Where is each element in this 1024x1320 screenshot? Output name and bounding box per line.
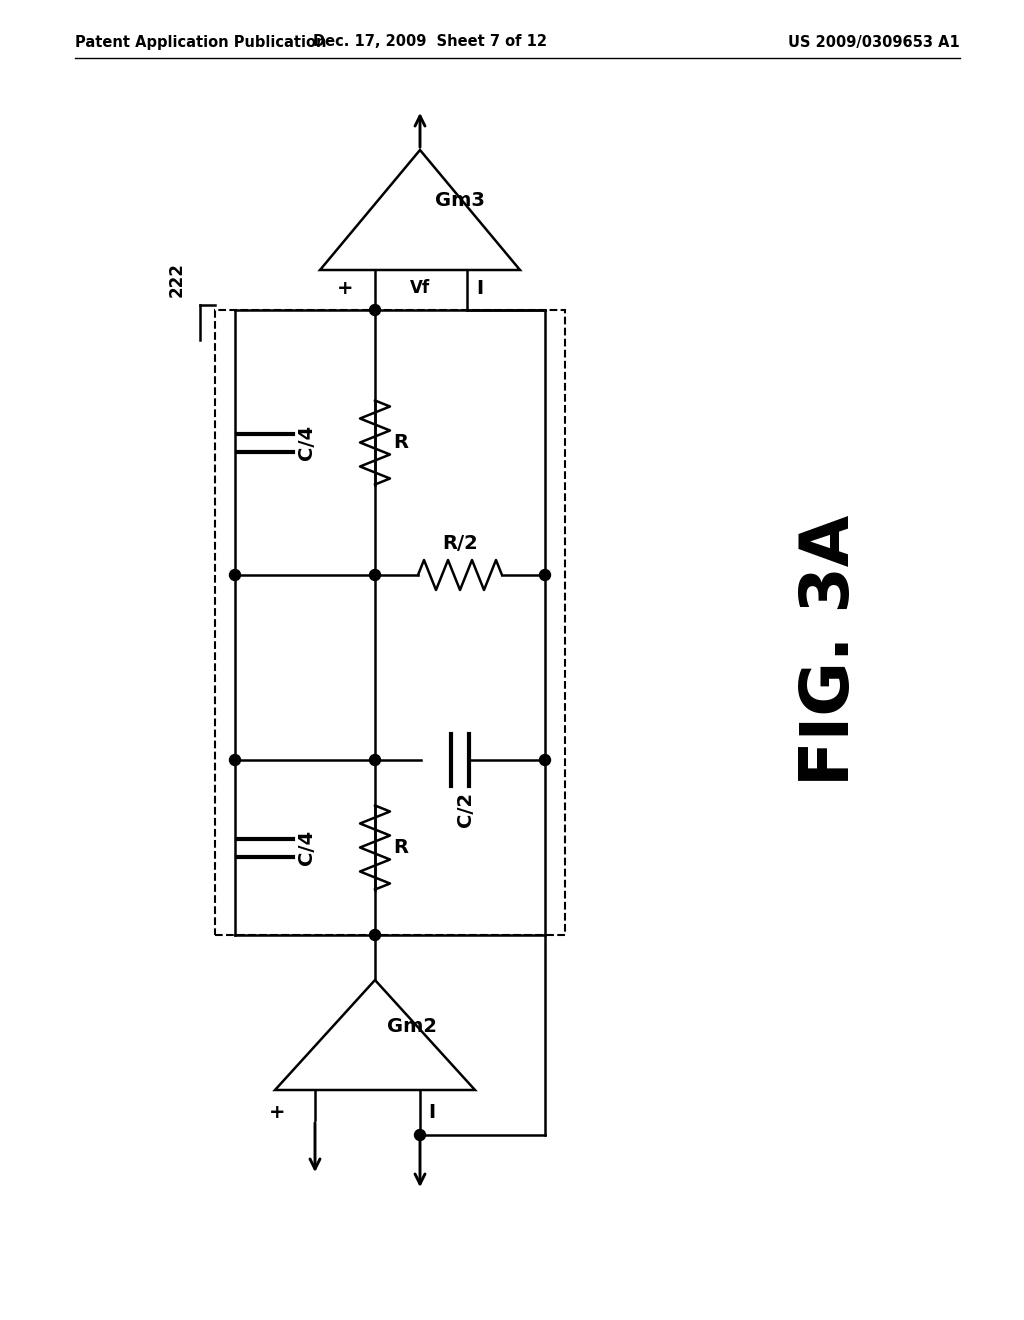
Text: C/4: C/4 [297,425,316,461]
Text: FIG. 3A: FIG. 3A [797,515,863,785]
Text: I: I [476,279,483,297]
Text: US 2009/0309653 A1: US 2009/0309653 A1 [788,34,961,49]
Circle shape [415,1130,426,1140]
Circle shape [370,569,381,581]
Text: +: + [337,279,353,297]
Circle shape [540,569,551,581]
Text: Dec. 17, 2009  Sheet 7 of 12: Dec. 17, 2009 Sheet 7 of 12 [313,34,547,49]
Text: Gm3: Gm3 [435,190,485,210]
Text: R: R [393,838,408,857]
Text: C/2: C/2 [456,792,474,828]
Circle shape [229,755,241,766]
Text: 222: 222 [168,263,186,297]
Text: R/2: R/2 [442,535,478,553]
Text: R: R [393,433,408,451]
Text: C/4: C/4 [297,830,316,865]
Circle shape [370,929,381,940]
Circle shape [229,569,241,581]
Text: I: I [428,1102,435,1122]
Text: Patent Application Publication: Patent Application Publication [75,34,327,49]
Circle shape [540,755,551,766]
Circle shape [370,755,381,766]
Text: Vf: Vf [410,279,430,297]
Circle shape [370,305,381,315]
Text: Gm2: Gm2 [387,1018,437,1036]
Text: +: + [268,1102,286,1122]
